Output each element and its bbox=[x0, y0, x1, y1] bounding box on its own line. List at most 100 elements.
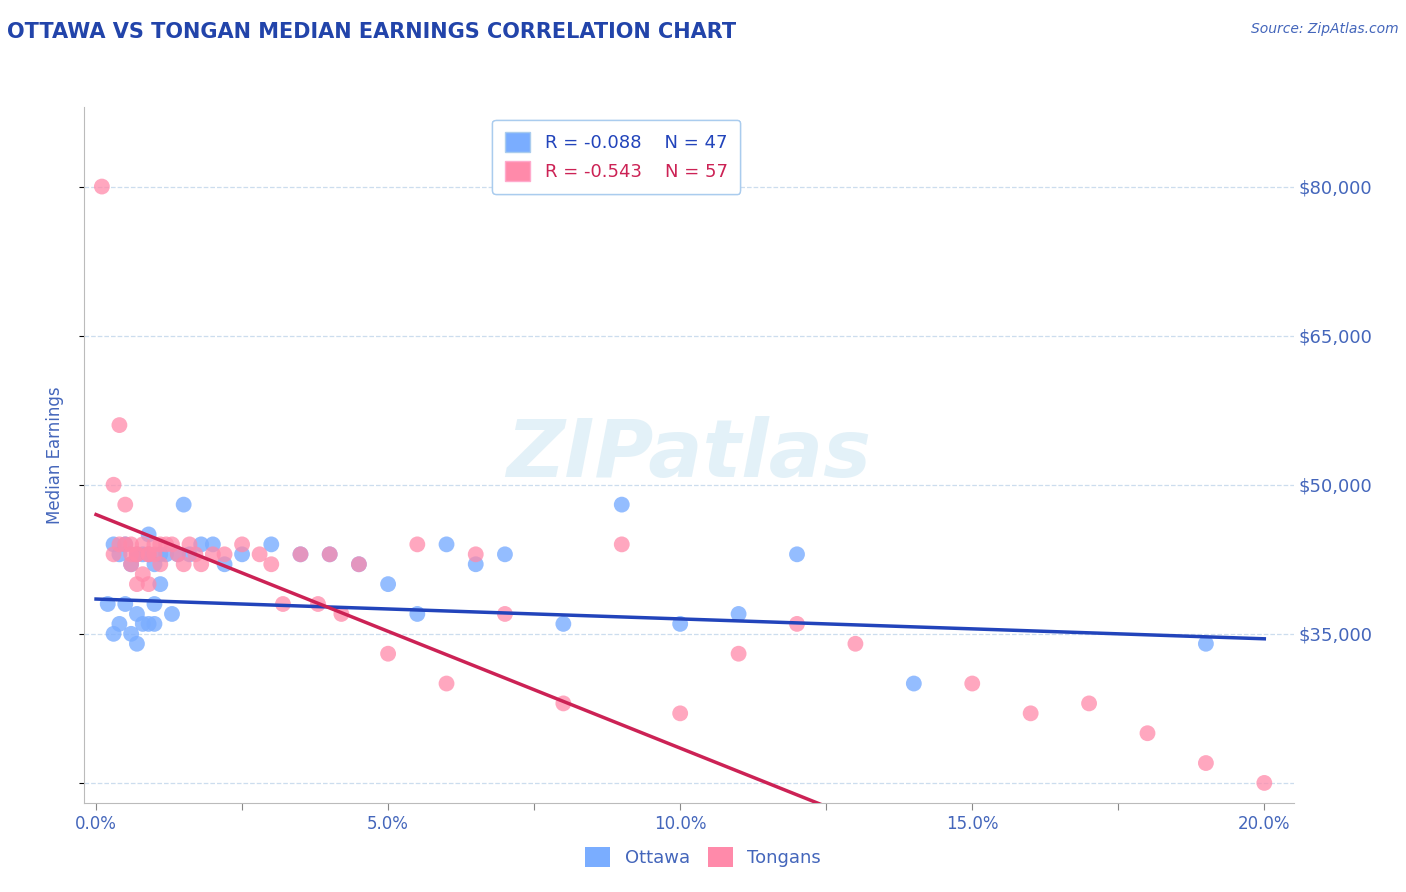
Point bbox=[143, 616, 166, 631]
Point bbox=[114, 537, 136, 551]
Point bbox=[553, 616, 575, 631]
Point bbox=[307, 597, 329, 611]
Point bbox=[214, 547, 236, 561]
Point bbox=[114, 537, 136, 551]
Point bbox=[436, 537, 458, 551]
Point bbox=[318, 547, 340, 561]
Point bbox=[1195, 756, 1218, 770]
Point bbox=[1195, 637, 1218, 651]
Point bbox=[290, 547, 312, 561]
Point bbox=[143, 547, 166, 561]
Point bbox=[138, 616, 160, 631]
Point bbox=[377, 577, 399, 591]
Point bbox=[260, 558, 283, 572]
Point bbox=[494, 547, 516, 561]
Point bbox=[610, 498, 633, 512]
Point bbox=[125, 577, 148, 591]
Point bbox=[108, 418, 131, 433]
Point bbox=[125, 637, 148, 651]
Point bbox=[960, 676, 983, 690]
Point bbox=[727, 647, 749, 661]
Point bbox=[160, 607, 183, 621]
Point bbox=[1253, 776, 1275, 790]
Point bbox=[108, 616, 131, 631]
Point bbox=[120, 627, 142, 641]
Point bbox=[103, 547, 125, 561]
Point bbox=[138, 577, 160, 591]
Point bbox=[1078, 697, 1101, 711]
Point bbox=[166, 547, 188, 561]
Point bbox=[1136, 726, 1159, 740]
Point bbox=[90, 179, 112, 194]
Point bbox=[138, 527, 160, 541]
Point bbox=[138, 547, 160, 561]
Point bbox=[1019, 706, 1042, 721]
Point bbox=[103, 537, 125, 551]
Point bbox=[318, 547, 340, 561]
Point bbox=[231, 537, 253, 551]
Point bbox=[143, 537, 166, 551]
Point bbox=[108, 547, 131, 561]
Point bbox=[214, 558, 236, 572]
Point bbox=[103, 477, 125, 491]
Y-axis label: Median Earnings: Median Earnings bbox=[45, 386, 63, 524]
Point bbox=[201, 537, 224, 551]
Point bbox=[114, 498, 136, 512]
Point bbox=[377, 647, 399, 661]
Point bbox=[138, 547, 160, 561]
Point bbox=[610, 537, 633, 551]
Point bbox=[844, 637, 866, 651]
Point bbox=[120, 558, 142, 572]
Point bbox=[114, 597, 136, 611]
Point bbox=[786, 616, 808, 631]
Point bbox=[190, 558, 212, 572]
Point bbox=[125, 607, 148, 621]
Point bbox=[155, 537, 177, 551]
Point bbox=[132, 537, 155, 551]
Point bbox=[669, 616, 692, 631]
Point bbox=[494, 607, 516, 621]
Point bbox=[120, 547, 142, 561]
Point bbox=[108, 537, 131, 551]
Point bbox=[271, 597, 294, 611]
Point bbox=[143, 597, 166, 611]
Point bbox=[132, 547, 155, 561]
Legend: Ottawa, Tongans: Ottawa, Tongans bbox=[578, 839, 828, 874]
Point bbox=[125, 547, 148, 561]
Point bbox=[330, 607, 353, 621]
Point bbox=[138, 547, 160, 561]
Point bbox=[727, 607, 749, 621]
Point bbox=[160, 537, 183, 551]
Point bbox=[260, 537, 283, 551]
Point bbox=[184, 547, 207, 561]
Point bbox=[143, 558, 166, 572]
Point bbox=[190, 537, 212, 551]
Point bbox=[347, 558, 370, 572]
Point bbox=[903, 676, 925, 690]
Point bbox=[406, 607, 429, 621]
Point bbox=[553, 697, 575, 711]
Point bbox=[173, 558, 195, 572]
Point bbox=[132, 567, 155, 582]
Text: Source: ZipAtlas.com: Source: ZipAtlas.com bbox=[1251, 22, 1399, 37]
Point bbox=[179, 537, 201, 551]
Point bbox=[464, 547, 486, 561]
Point bbox=[149, 558, 172, 572]
Point bbox=[347, 558, 370, 572]
Point bbox=[464, 558, 486, 572]
Point bbox=[290, 547, 312, 561]
Point bbox=[155, 547, 177, 561]
Point bbox=[97, 597, 120, 611]
Point bbox=[436, 676, 458, 690]
Point bbox=[179, 547, 201, 561]
Point bbox=[132, 616, 155, 631]
Point bbox=[166, 547, 188, 561]
Point bbox=[103, 627, 125, 641]
Point bbox=[120, 537, 142, 551]
Point bbox=[149, 537, 172, 551]
Point bbox=[120, 558, 142, 572]
Point bbox=[125, 547, 148, 561]
Text: ZIPatlas: ZIPatlas bbox=[506, 416, 872, 494]
Point bbox=[173, 498, 195, 512]
Legend: R = -0.088    N = 47, R = -0.543    N = 57: R = -0.088 N = 47, R = -0.543 N = 57 bbox=[492, 120, 741, 194]
